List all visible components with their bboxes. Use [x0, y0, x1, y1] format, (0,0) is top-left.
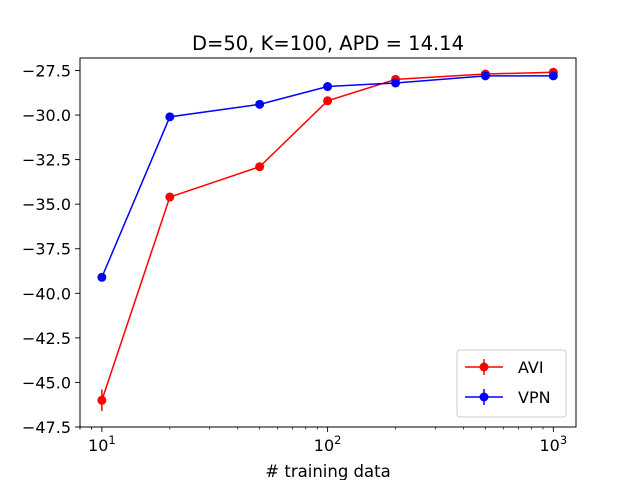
data-point-avi — [165, 192, 175, 202]
y-axis: −27.5 −30.0 −32.5 −35.0 −37.5 −40.0 −42.5 −45.0… — [22, 61, 80, 437]
legend-label-avi: AVI — [518, 358, 544, 377]
plot-area — [97, 67, 558, 411]
y-tick-label: −37.5 — [22, 240, 71, 259]
x-axis: 101 102 103 — [79, 427, 567, 455]
legend-marker — [479, 392, 489, 402]
data-point-vpn — [480, 71, 490, 81]
x-tick-label: 102 — [314, 433, 342, 455]
y-tick-label: −30.0 — [22, 106, 71, 125]
x-tick-label: 103 — [539, 433, 567, 455]
data-point-avi — [323, 96, 333, 106]
y-tick-label: −45.0 — [22, 373, 71, 392]
y-tick-label: −27.5 — [22, 61, 71, 80]
series-line-vpn — [101, 75, 554, 278]
x-tick-label: 101 — [88, 433, 116, 455]
y-tick-label: −40.0 — [22, 284, 71, 303]
data-point-avi — [255, 162, 265, 172]
x-axis-label: # training data — [265, 462, 390, 480]
data-point-vpn — [391, 78, 401, 88]
data-point-vpn — [97, 272, 107, 282]
data-point-avi — [97, 395, 107, 405]
y-tick-label: −32.5 — [22, 151, 71, 170]
y-tick-label: −35.0 — [22, 195, 71, 214]
legend-label-vpn: VPN — [518, 388, 551, 407]
chart-title: D=50, K=100, APD = 14.14 — [192, 32, 464, 55]
data-point-vpn — [255, 99, 265, 109]
y-tick-label: −42.5 — [22, 329, 71, 348]
data-point-vpn — [165, 112, 175, 122]
y-tick-label: −47.5 — [22, 418, 71, 437]
data-point-vpn — [548, 71, 558, 81]
data-point-vpn — [323, 82, 333, 92]
legend-marker — [479, 362, 489, 372]
legend: AVI VPN — [456, 349, 567, 418]
